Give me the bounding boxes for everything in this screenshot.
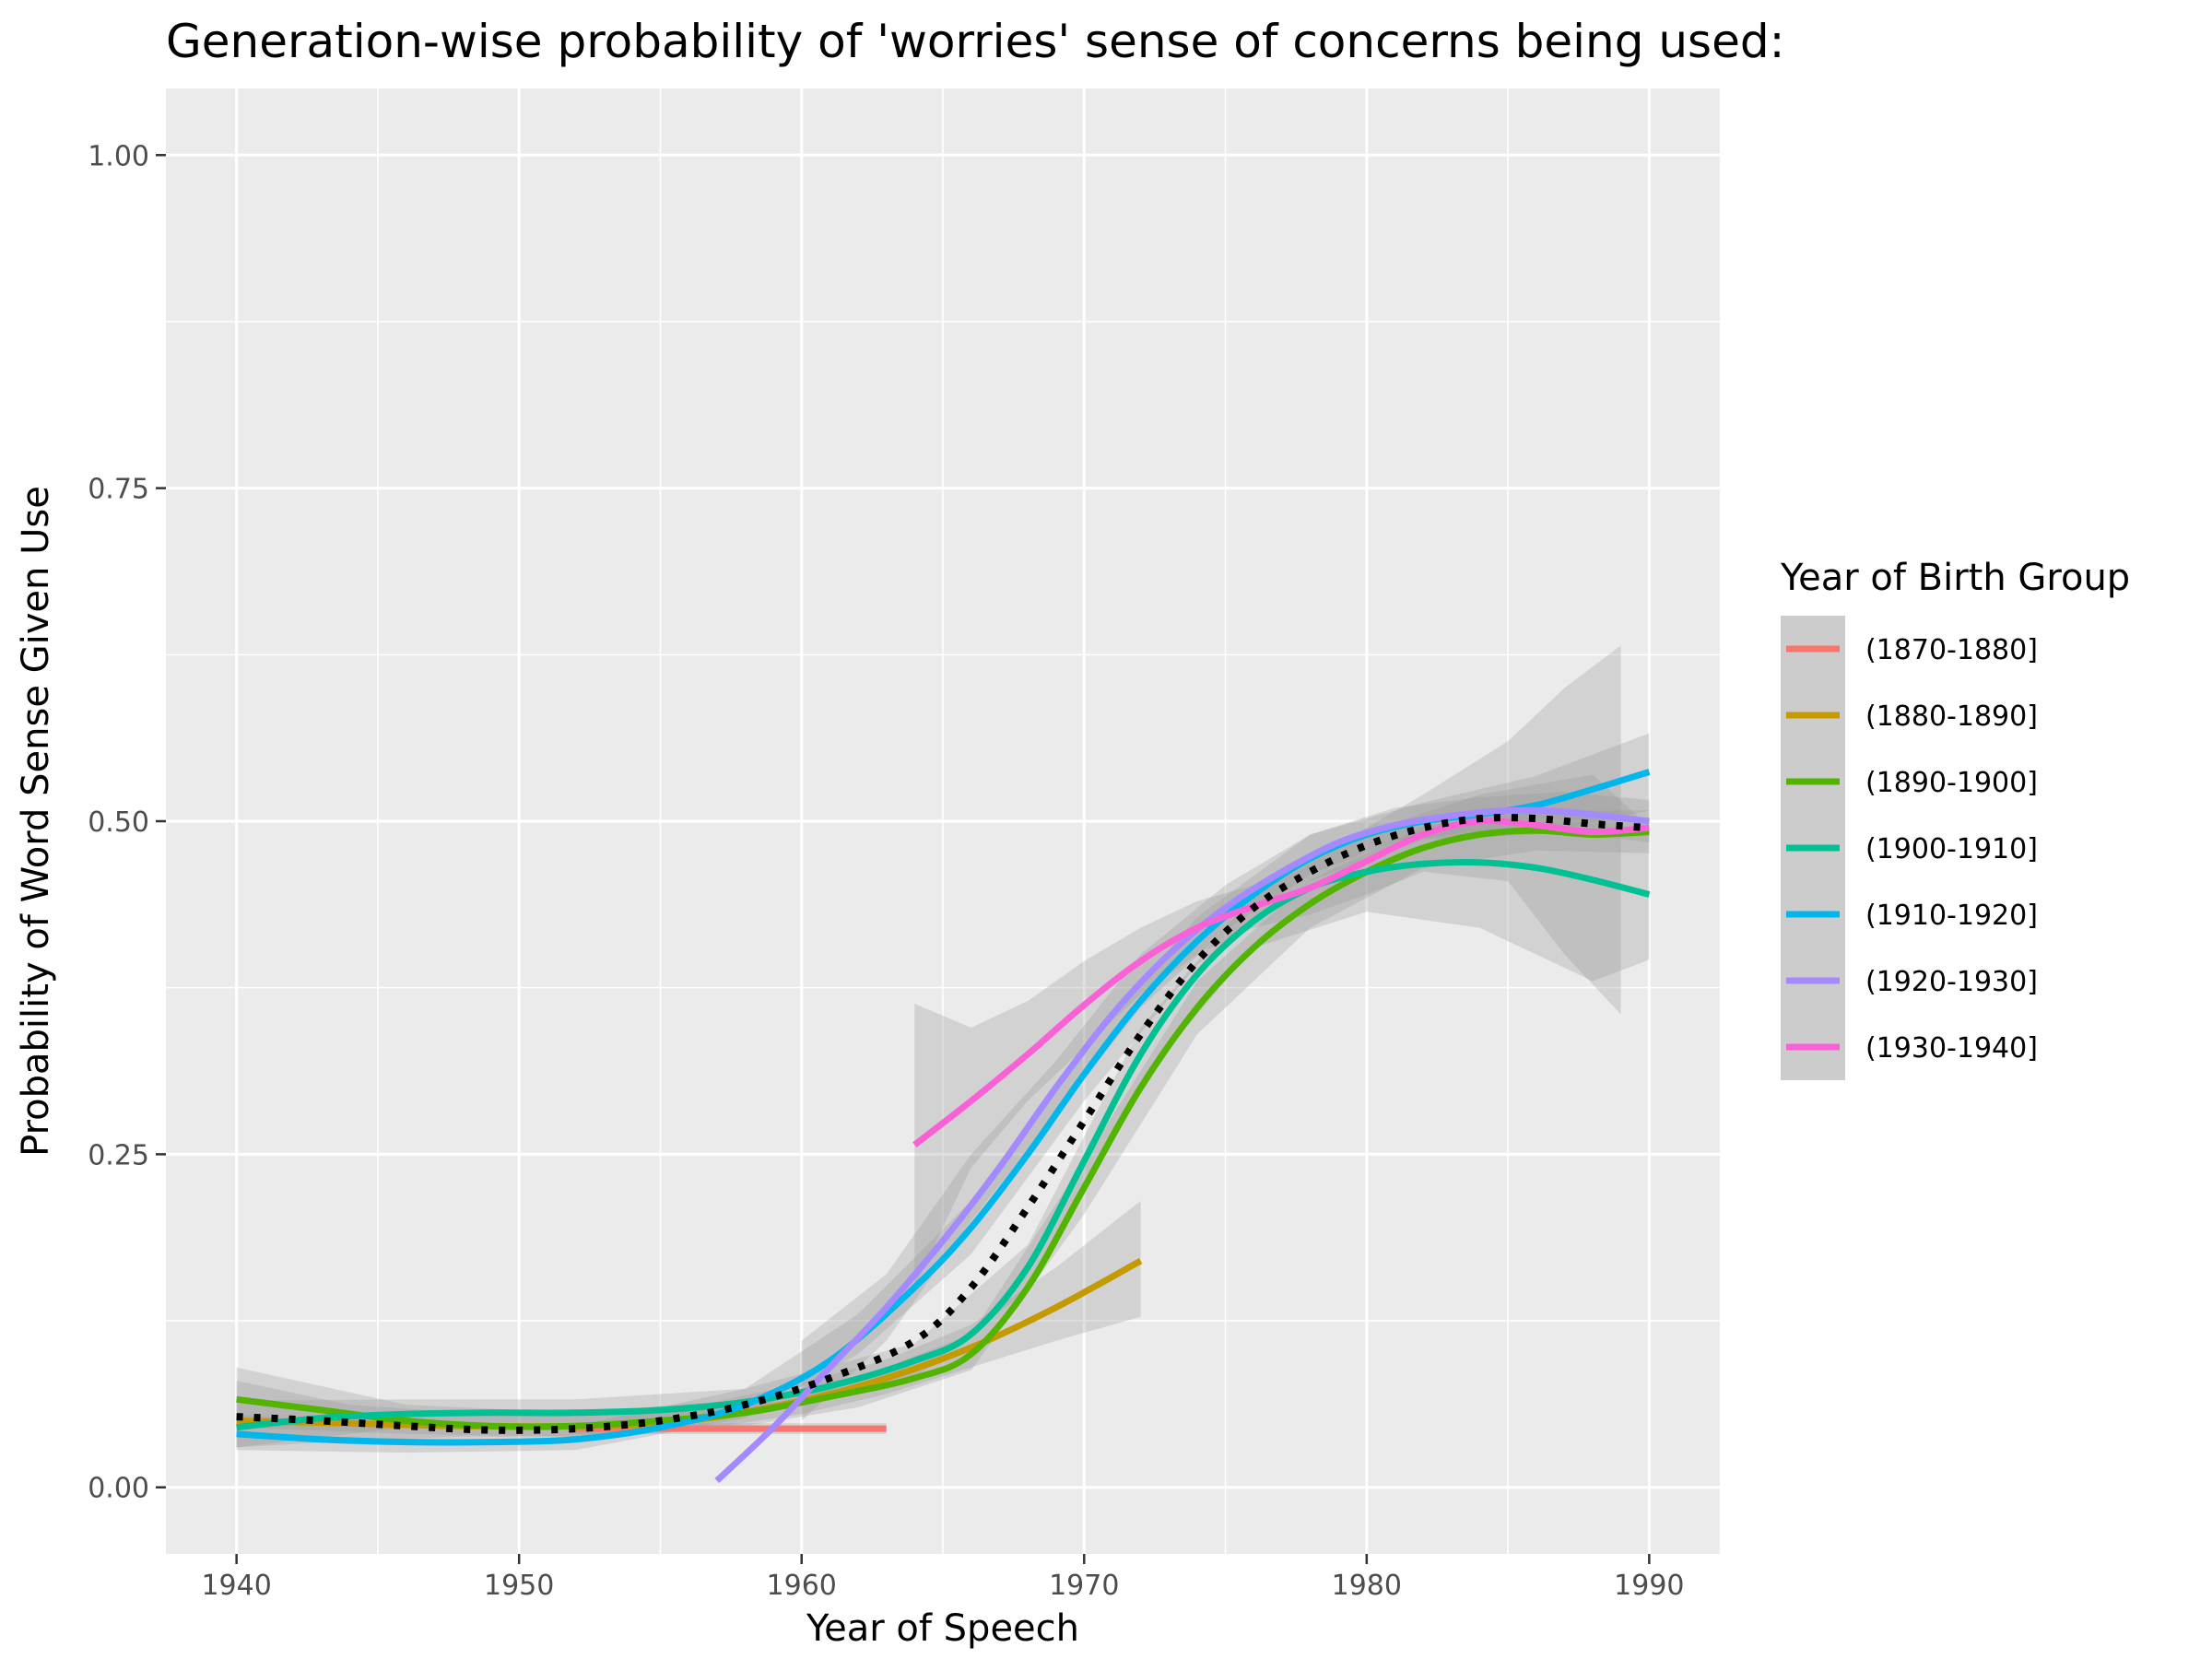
x-tick-label: 1940	[201, 1570, 271, 1602]
x-tick-label: 1960	[767, 1570, 837, 1602]
legend-title: Year of Birth Group	[1780, 557, 2130, 599]
series-line-(1930-1940]	[912, 818, 1650, 1147]
x-tick-label: 1950	[484, 1570, 554, 1602]
y-tick-label: 0.50	[88, 806, 149, 839]
ribbon-(1910-1920]	[236, 733, 1650, 1453]
x-axis: 1940 1950 1960 1970 1980 1990	[201, 1554, 1685, 1602]
x-tick-label: 1990	[1614, 1570, 1684, 1602]
x-tick-label: 1970	[1049, 1570, 1119, 1602]
legend-label: (1930-1940]	[1865, 1032, 2038, 1065]
legend-label: (1890-1900]	[1865, 767, 2038, 799]
grid	[166, 88, 1720, 1554]
y-axis: 0.00 0.25 0.50 0.75 1.00	[88, 140, 166, 1505]
legend-label: (1880-1890]	[1865, 700, 2038, 733]
series-line-(1920-1930]	[714, 806, 1650, 1484]
legend-label: (1910-1920]	[1865, 900, 2038, 932]
x-axis-title: Year of Speech	[806, 1607, 1079, 1650]
x-tick-label: 1980	[1332, 1570, 1402, 1602]
legend-label: (1920-1930]	[1865, 966, 2038, 998]
chart-title: Generation-wise probability of 'worries'…	[166, 15, 1784, 68]
y-tick-label: 0.00	[88, 1473, 149, 1505]
y-tick-label: 1.00	[88, 140, 149, 172]
legend-label: (1900-1910]	[1865, 833, 2038, 865]
legend-label: (1870-1880]	[1865, 634, 2038, 666]
legend: Year of Birth Group (1870-1880] (1880-189…	[1780, 557, 2130, 1080]
series-lines	[236, 769, 1651, 1484]
ribbon-(1900-1910]	[236, 774, 1650, 1448]
series-line-(1900-1910]	[236, 859, 1651, 1431]
ribbon-(1930-1940]	[914, 645, 1621, 1288]
series-line-(1890-1900]	[236, 827, 1650, 1430]
y-tick-label: 0.75	[88, 474, 149, 506]
y-axis-title: Probability of Word Sense Given Use	[15, 486, 57, 1157]
y-tick-label: 0.25	[88, 1139, 149, 1171]
